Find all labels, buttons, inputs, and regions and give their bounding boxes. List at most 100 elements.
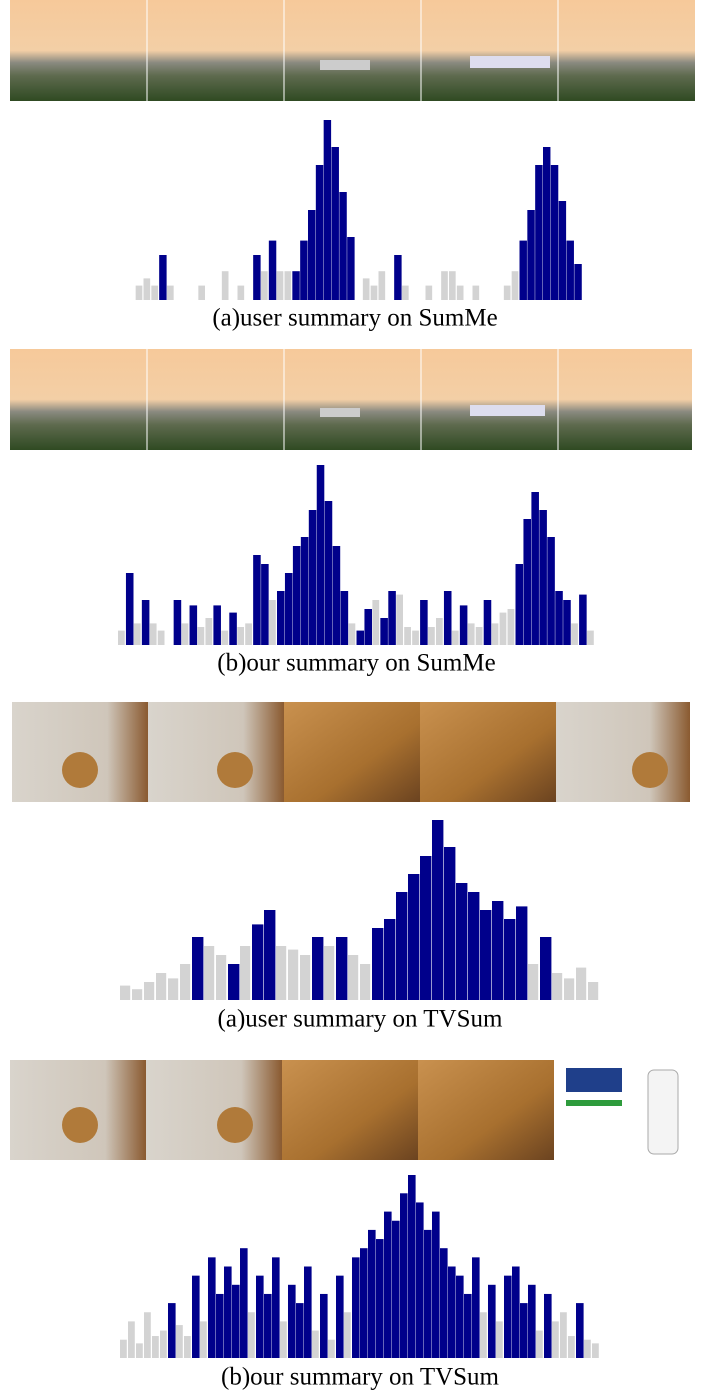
bar [528, 1284, 536, 1358]
bar [568, 1336, 575, 1358]
bar [540, 937, 552, 1000]
bar [348, 955, 359, 1000]
bar [552, 1321, 559, 1358]
bar [237, 285, 245, 300]
bar [516, 906, 528, 1000]
bar [216, 1293, 224, 1358]
caption: (a)user summary on SumMe [212, 305, 497, 332]
bar [256, 1275, 264, 1358]
bar [141, 600, 150, 645]
bar [579, 594, 587, 645]
bar [332, 546, 341, 645]
bar [221, 271, 229, 300]
bar [378, 271, 386, 300]
bar [360, 1248, 368, 1358]
bar [213, 605, 221, 645]
bar [120, 985, 131, 1000]
bar [336, 1275, 344, 1358]
bar [412, 630, 419, 645]
bar [280, 1321, 287, 1358]
bar [245, 623, 252, 645]
bar [592, 1343, 599, 1358]
bar [339, 192, 347, 300]
bar [451, 630, 459, 645]
bar [432, 1211, 440, 1358]
bar [364, 609, 373, 645]
bar [587, 630, 594, 645]
bar [168, 978, 179, 1000]
bar [560, 1312, 567, 1358]
bar [315, 165, 324, 300]
bar [288, 1284, 296, 1358]
bar [436, 618, 443, 645]
bar [584, 1339, 591, 1358]
bar [504, 1275, 512, 1358]
bar [507, 609, 515, 645]
bar [237, 627, 245, 645]
bar [496, 1321, 503, 1358]
bar [320, 1293, 328, 1358]
bar [264, 910, 276, 1000]
bar [151, 285, 158, 300]
bar [120, 1339, 127, 1358]
bar [563, 600, 571, 645]
bar [228, 964, 240, 1000]
bar [432, 820, 444, 1000]
bar [394, 255, 402, 300]
bar [232, 1284, 240, 1358]
bar [456, 285, 464, 300]
bar [576, 967, 587, 1000]
bar [144, 1312, 151, 1358]
bar [467, 623, 475, 645]
bar [312, 937, 324, 1000]
bar [483, 600, 492, 645]
bar [362, 278, 370, 300]
bar [527, 210, 535, 300]
frames-4 [10, 1060, 679, 1160]
bar [292, 546, 301, 645]
bar [443, 591, 452, 645]
bar [261, 564, 269, 645]
bar [204, 946, 215, 1000]
bar [448, 1266, 456, 1358]
bar [558, 201, 567, 300]
bar [156, 973, 167, 1000]
bar [229, 612, 237, 645]
bar [468, 892, 480, 1000]
bar [328, 1339, 335, 1358]
bar [503, 285, 511, 300]
bar [528, 964, 539, 1000]
bar [304, 1266, 312, 1358]
frames-2 [10, 349, 692, 450]
caption: (b)our summary on SumMe [217, 650, 495, 677]
bar [520, 1303, 528, 1358]
bar [539, 510, 547, 645]
bar [566, 240, 574, 300]
bar [160, 1330, 167, 1358]
bar [456, 1275, 464, 1358]
bar [388, 591, 396, 645]
bar [531, 492, 539, 645]
bar [252, 924, 264, 1000]
bar [372, 928, 384, 1000]
bar [248, 1312, 255, 1358]
bar [360, 964, 371, 1000]
bar [400, 1193, 408, 1358]
bar [300, 537, 309, 645]
bar [428, 627, 435, 645]
bar [480, 910, 492, 1000]
bar [272, 1257, 280, 1358]
bar [380, 618, 388, 645]
bar [504, 919, 516, 1000]
bar [189, 605, 198, 645]
bar [420, 856, 432, 1000]
bar [552, 973, 563, 1000]
bar [168, 1303, 176, 1358]
bar [425, 285, 433, 300]
bar [512, 1266, 520, 1358]
bar [300, 240, 308, 300]
bar [240, 1248, 248, 1358]
bar [181, 623, 189, 645]
bar [372, 600, 380, 645]
